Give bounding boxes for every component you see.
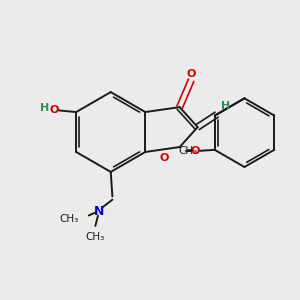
Text: CH₃: CH₃: [86, 232, 105, 242]
Text: H: H: [40, 103, 50, 113]
Text: H: H: [221, 101, 230, 112]
Text: O: O: [49, 105, 58, 116]
Text: O: O: [186, 69, 196, 80]
Text: CH₃: CH₃: [60, 214, 79, 224]
Text: CH₃: CH₃: [179, 146, 198, 157]
Text: O: O: [190, 146, 200, 157]
Text: N: N: [93, 205, 104, 218]
Text: O: O: [159, 153, 169, 163]
